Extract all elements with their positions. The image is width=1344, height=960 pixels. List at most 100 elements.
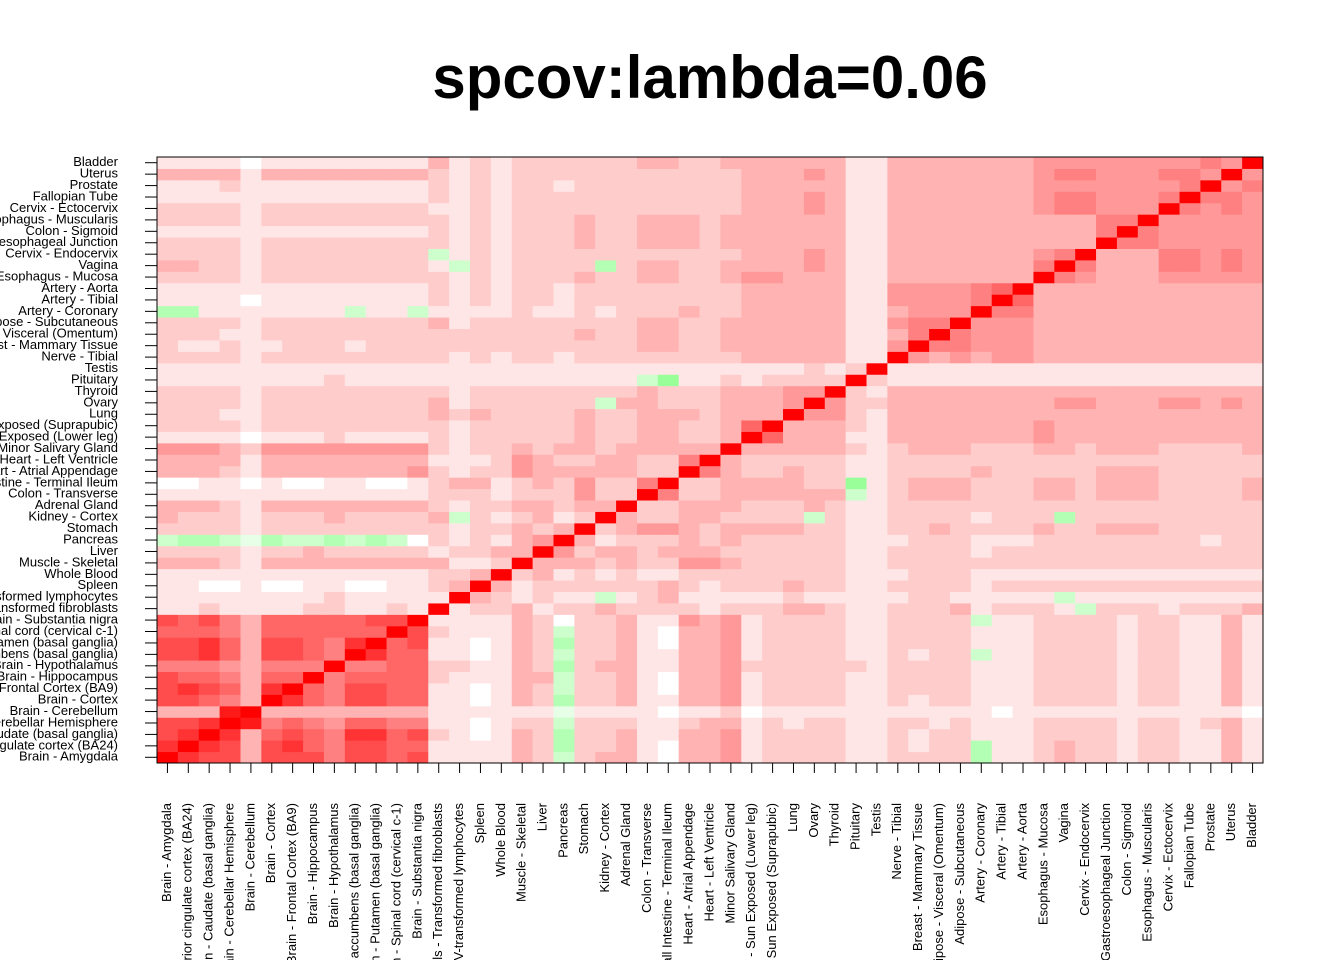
cell [887, 682, 909, 695]
cell [1116, 157, 1139, 169]
cell [157, 259, 179, 272]
cell [741, 168, 763, 181]
cell [1200, 522, 1222, 535]
cell [803, 179, 826, 192]
cell [532, 534, 554, 547]
cell [720, 294, 742, 307]
cell [470, 168, 492, 181]
cell [887, 580, 909, 592]
cell [1096, 694, 1118, 707]
cell [303, 660, 325, 673]
cell [949, 431, 972, 444]
cell [490, 157, 513, 169]
cell [157, 385, 179, 398]
cell [282, 511, 304, 524]
cell [407, 717, 429, 730]
cell [1096, 408, 1118, 421]
cell [845, 419, 868, 432]
y-tick-label: Pituitary [71, 371, 118, 386]
cell [616, 545, 638, 558]
cell [219, 157, 241, 169]
cell [511, 648, 534, 661]
cell [1054, 157, 1076, 169]
cell [929, 545, 951, 558]
cell [1158, 248, 1181, 261]
cell [1033, 580, 1055, 592]
cell [929, 157, 951, 169]
cell [1200, 717, 1222, 730]
cell [1158, 454, 1181, 467]
cell [908, 271, 930, 284]
cell [386, 717, 408, 730]
cell [991, 374, 1014, 387]
cell [616, 328, 638, 341]
cell [699, 248, 721, 261]
cell [470, 648, 492, 661]
cell [616, 259, 638, 272]
cell [344, 157, 367, 169]
cell [532, 431, 554, 444]
cell [1096, 419, 1118, 432]
cell [553, 637, 575, 650]
cell [1137, 374, 1160, 387]
cell [970, 202, 993, 215]
cell [845, 157, 868, 169]
cell [240, 328, 262, 341]
cell [198, 339, 221, 352]
cell [595, 248, 617, 261]
cell [323, 522, 346, 535]
cell [970, 191, 993, 204]
cell [553, 740, 575, 753]
cell [532, 602, 554, 615]
cell [365, 682, 388, 695]
cell [1116, 751, 1139, 764]
cell [1158, 317, 1181, 330]
x-tick-label: Brain - Nucleus accumbens (basal ganglia… [347, 803, 362, 960]
cell [1221, 740, 1243, 753]
cell [240, 488, 262, 501]
cell [929, 168, 951, 181]
cell [845, 511, 868, 524]
cell [657, 500, 680, 512]
cell [699, 339, 721, 352]
cell [157, 442, 179, 455]
cell [282, 591, 304, 604]
cell [1200, 294, 1222, 307]
cell [845, 408, 868, 421]
cell [323, 317, 346, 330]
cell [532, 248, 554, 261]
cell [720, 625, 742, 638]
cell [428, 637, 450, 650]
cell [699, 625, 721, 638]
cell [1116, 248, 1139, 261]
cell [678, 202, 701, 215]
cell [657, 705, 680, 718]
cell [574, 294, 596, 307]
cell [1116, 717, 1139, 730]
cell [1033, 179, 1055, 192]
cell [887, 248, 909, 261]
cell [908, 740, 930, 753]
cell [699, 202, 721, 215]
x-tick-label: Brain - Cerebellum [242, 803, 257, 911]
cell [1075, 717, 1097, 730]
cell [991, 362, 1014, 375]
cell [344, 362, 367, 375]
cell [1242, 317, 1264, 330]
cell [1221, 648, 1243, 661]
cell [762, 317, 784, 330]
cell [574, 602, 596, 615]
cell [1116, 705, 1139, 718]
cell [282, 419, 304, 432]
cell [803, 488, 826, 501]
cell [511, 534, 534, 547]
cell [553, 705, 575, 718]
cell [616, 568, 638, 581]
cell [470, 545, 492, 558]
cell [261, 511, 283, 524]
cell [282, 248, 304, 261]
cell [449, 294, 471, 307]
cell [407, 157, 429, 169]
cell [198, 511, 221, 524]
cell [323, 362, 346, 375]
